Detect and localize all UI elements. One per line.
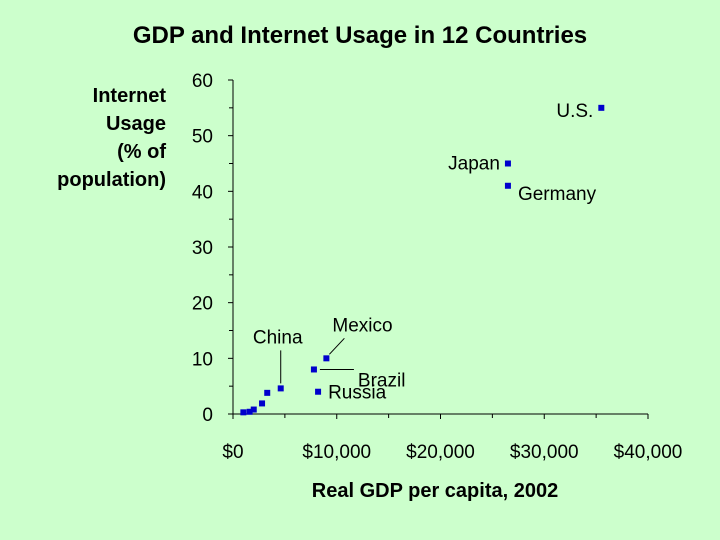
y-tick-label: 60 xyxy=(192,71,213,92)
y-axis-label-line: population) xyxy=(57,169,166,191)
data-point xyxy=(250,406,257,413)
data-point xyxy=(323,355,330,362)
y-axis-label-line: (% of xyxy=(117,141,166,163)
point-annotation: Brazil xyxy=(358,370,406,391)
y-tick-label: 0 xyxy=(202,405,213,426)
point-annotation: Japan xyxy=(448,154,500,175)
data-point xyxy=(504,160,511,167)
point-annotation: Russia xyxy=(328,383,387,404)
data-point xyxy=(264,389,271,396)
x-axis-label: Real GDP per capita, 2002 xyxy=(311,480,559,502)
point-annotation: U.S. xyxy=(556,101,593,122)
y-axis-label: Internet Usage (% of population) xyxy=(57,82,166,194)
data-point xyxy=(246,408,253,415)
x-tick-label: $30,000 xyxy=(510,442,579,463)
data-point xyxy=(240,409,247,416)
data-point xyxy=(598,104,605,111)
x-tick-label: $10,000 xyxy=(302,442,371,463)
y-tick-label: 30 xyxy=(192,238,213,259)
leader-line xyxy=(329,337,345,355)
y-tick-label: 50 xyxy=(192,127,213,148)
data-point xyxy=(277,385,284,392)
data-point xyxy=(315,388,322,395)
x-tick-label: $0 xyxy=(222,442,243,463)
y-tick-label: 10 xyxy=(192,349,213,370)
data-point xyxy=(259,400,266,407)
y-axis-label-line: Usage xyxy=(105,113,166,135)
data-point xyxy=(504,182,511,189)
point-annotation: China xyxy=(253,327,303,348)
y-tick-label: 40 xyxy=(192,182,213,203)
point-annotation: Germany xyxy=(518,184,597,205)
point-annotation: Mexico xyxy=(332,315,392,336)
y-tick-label: 20 xyxy=(192,294,213,315)
x-tick-label: $20,000 xyxy=(406,442,475,463)
chart-title: GDP and Internet Usage in 12 Countries xyxy=(132,22,588,49)
x-tick-label: $40,000 xyxy=(614,442,683,463)
data-point xyxy=(310,366,317,373)
y-axis-label-line: Internet xyxy=(92,85,166,107)
